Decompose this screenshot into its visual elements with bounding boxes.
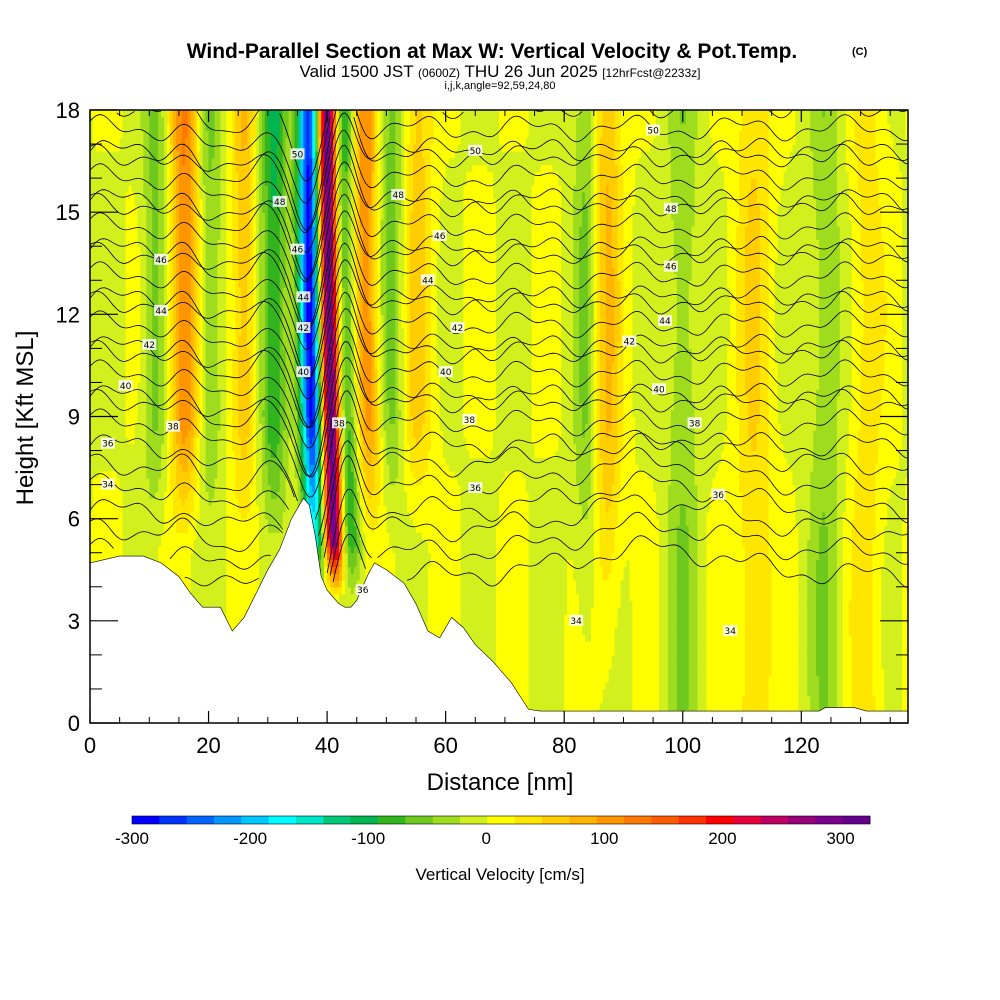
- valid-prefix: Valid 1500 JST: [300, 62, 414, 81]
- valid-time-line: Valid 1500 JST (0600Z) THU 26 Jun 2025 […: [300, 62, 701, 81]
- valid-z: (0600Z): [418, 66, 460, 80]
- grid-indices: i,j,k,angle=92,59,24,80: [444, 80, 555, 92]
- valid-date: THU 26 Jun 2025: [465, 62, 598, 81]
- title-suffix: (C): [852, 46, 868, 58]
- forecast-info: [12hrFcst@2233z]: [602, 66, 700, 80]
- chart-title: Wind-Parallel Section at Max W: Vertical…: [187, 40, 798, 63]
- chart-canvas: Wind-Parallel Section at Max W: Vertical…: [0, 0, 1000, 1000]
